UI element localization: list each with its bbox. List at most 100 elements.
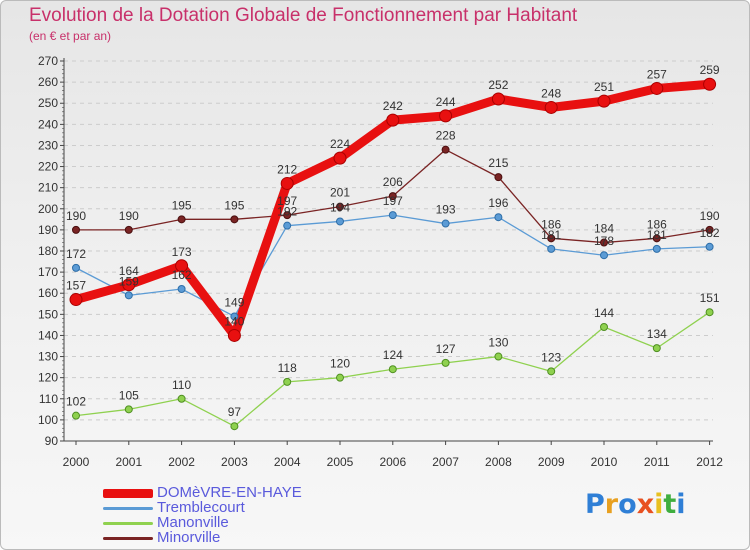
data-label-minorville-2012: 190 [700,209,720,223]
point-manonville-2002 [177,394,186,403]
point-dom-vre-en-haye-2007 [439,109,453,123]
point-tremblecourt-2012 [705,242,714,251]
logo-letter: i [654,489,664,520]
data-label-dom-vre-en-haye-2008: 252 [488,78,508,92]
y-tick-label-180: 180 [38,244,58,258]
y-tick-label-120: 120 [38,371,58,385]
data-label-tremblecourt-2003: 149 [224,295,244,309]
point-tremblecourt-2006 [388,211,397,220]
data-label-dom-vre-en-haye-2011: 257 [647,67,667,81]
point-tremblecourt-2010 [600,251,608,260]
point-minorville-2009 [547,234,556,243]
data-label-tremblecourt-2004: 192 [277,205,297,219]
point-manonville-2010 [600,323,608,331]
data-label-dom-vre-en-haye-2001: 164 [119,264,139,278]
data-label-minorville-2005: 201 [330,186,350,200]
x-tick-label-2006: 2006 [379,455,406,469]
point-dom-vre-en-haye-2003 [227,328,241,342]
x-tick-label-2007: 2007 [432,455,459,469]
point-minorville-2004 [283,211,292,220]
data-label-manonville-2002: 110 [172,378,191,392]
point-tremblecourt-2000 [72,263,80,272]
y-tick-label-110: 110 [39,392,58,406]
y-tick-label-200: 200 [38,202,58,216]
point-manonville-2007 [441,358,450,367]
data-label-manonville-2008: 130 [488,336,508,350]
y-tick-label-160: 160 [38,286,58,300]
x-tick-label-2004: 2004 [274,455,301,469]
markers-group [69,77,717,431]
logo-letter: i [676,489,686,520]
data-label-minorville-2008: 215 [488,156,508,170]
point-tremblecourt-2003 [230,312,239,321]
data-label-minorville-2001: 190 [119,209,139,223]
legend-label-manonville: Manonville [157,514,229,531]
point-manonville-2004 [283,377,292,386]
point-dom-vre-en-haye-2011 [650,81,664,95]
y-tick-label-240: 240 [38,117,58,131]
legend-swatch-domevre [103,488,153,498]
y-tick-label-190: 190 [38,223,58,237]
y-tick-label-260: 260 [38,75,58,89]
point-manonville-2001 [124,405,133,414]
data-label-tremblecourt-2010: 178 [594,234,614,248]
data-label-tremblecourt-2000: 172 [66,247,86,261]
data-label-minorville-2011: 186 [647,217,667,231]
data-label-tremblecourt-2006: 197 [383,194,403,208]
point-tremblecourt-2008 [494,213,503,222]
point-tremblecourt-2001 [124,291,133,300]
point-minorville-2000 [72,225,80,234]
proxiti-logo: Proxiti [585,489,686,520]
point-manonville-2008 [494,352,503,361]
x-tick-label-2008: 2008 [485,455,512,469]
point-manonville-2000 [72,411,80,420]
point-dom-vre-en-haye-2005 [333,151,347,165]
data-label-tremblecourt-2011: 181 [647,228,667,242]
logo-letter: P [585,489,605,520]
point-minorville-2010 [600,238,608,247]
logo-letter: x [636,489,655,520]
data-label-minorville-2004: 197 [277,194,297,208]
legend-swatch-minorville [103,536,153,540]
data-label-manonville-2005: 120 [330,357,350,371]
data-label-dom-vre-en-haye-2002: 173 [172,245,192,259]
point-manonville-2009 [547,367,556,376]
point-dom-vre-en-haye-2008 [491,92,505,106]
data-label-tremblecourt-2012: 182 [700,226,720,240]
point-minorville-2005 [336,202,344,211]
logo-letter: o [618,489,637,520]
x-tick-label-2005: 2005 [327,455,354,469]
legend-swatch-tremblecourt [103,506,153,510]
y-tick-label-140: 140 [38,328,58,342]
data-label-tremblecourt-2007: 193 [436,203,456,217]
data-label-dom-vre-en-haye-2010: 251 [594,80,614,94]
point-tremblecourt-2005 [336,217,344,226]
y-tick-label-90: 90 [45,434,59,448]
x-tick-label-2000: 2000 [63,455,90,469]
data-label-dom-vre-en-haye-2004: 212 [277,162,297,176]
data-label-minorville-2003: 195 [224,198,244,212]
data-label-manonville-2011: 134 [647,327,667,341]
data-label-manonville-2003: 97 [228,405,242,419]
point-dom-vre-en-haye-2006 [386,113,400,127]
point-manonville-2003 [230,422,239,431]
axes-group: 9010011012013014015016017018019020021022… [38,54,723,469]
point-minorville-2011 [652,234,661,243]
data-label-dom-vre-en-haye-2006: 242 [383,99,403,113]
y-tick-label-250: 250 [38,96,58,110]
point-manonville-2011 [652,344,661,353]
y-tick-label-150: 150 [38,307,58,321]
point-dom-vre-en-haye-2012 [703,77,717,91]
x-tick-label-2003: 2003 [221,455,248,469]
legend-label-tremblecourt: Tremblecourt [157,499,245,516]
data-label-manonville-2010: 144 [594,306,614,320]
point-dom-vre-en-haye-2000 [69,293,83,307]
y-tick-label-270: 270 [38,54,58,68]
point-dom-vre-en-haye-2009 [544,100,558,114]
point-tremblecourt-2011 [652,244,661,253]
data-label-minorville-2006: 206 [383,175,403,189]
data-label-minorville-2002: 195 [172,198,192,212]
y-tick-label-230: 230 [38,138,58,152]
point-minorville-2012 [705,225,714,234]
